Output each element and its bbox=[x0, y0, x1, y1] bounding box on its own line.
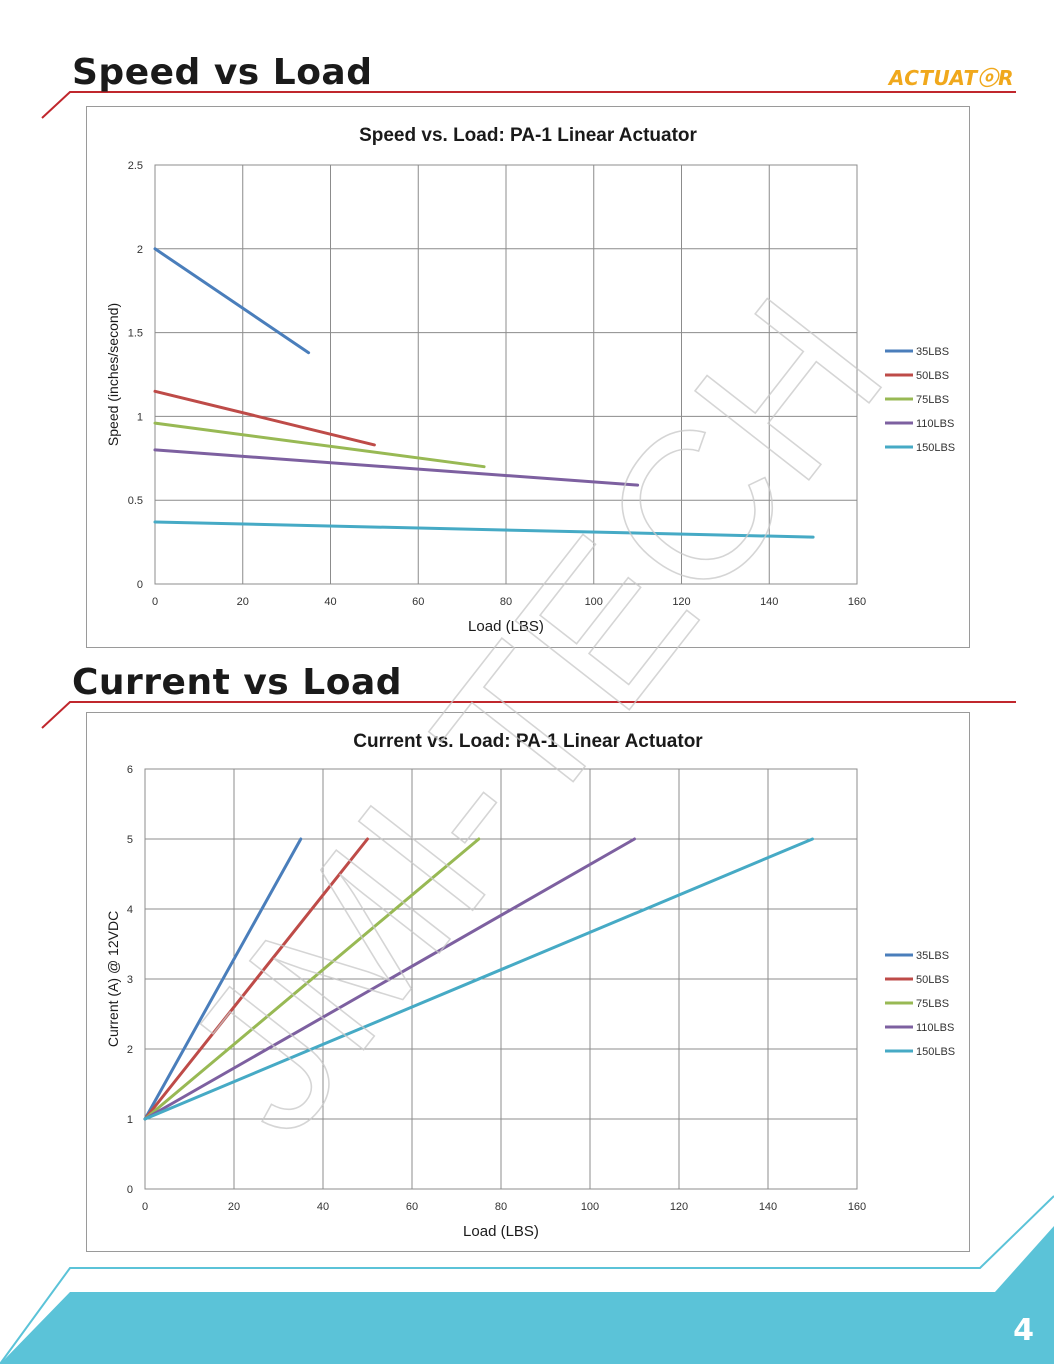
y-tick-label: 6 bbox=[127, 764, 133, 776]
x-tick-label: 20 bbox=[228, 1201, 240, 1213]
x-tick-label: 0 bbox=[152, 596, 158, 608]
x-tick-label: 60 bbox=[412, 596, 424, 608]
legend-label-35lbs: 35LBS bbox=[916, 950, 949, 962]
legend-label-150lbs: 150LBS bbox=[916, 1046, 955, 1058]
legend-label-50lbs: 50LBS bbox=[916, 974, 949, 986]
y-tick-label: 1.5 bbox=[128, 328, 143, 340]
y-tick-label: 0 bbox=[137, 579, 143, 591]
x-tick-label: 140 bbox=[760, 596, 778, 608]
x-tick-label: 40 bbox=[317, 1201, 329, 1213]
current-chart-frame: 0 20 40 60 80 100 120 140 160 0 1 2 3 4 5 6 Current vs. … bbox=[86, 712, 970, 1252]
speed-chart-frame: 0 20 40 60 80 100 120 140 160 0 0.5 1 1.5 2 2.5 Speed v… bbox=[86, 106, 970, 648]
x-axis-label: Load (LBS) bbox=[463, 1223, 539, 1240]
series-line-35lbs bbox=[143, 837, 303, 1121]
y-tick-label: 1 bbox=[137, 411, 143, 423]
y-tick-label: 2.5 bbox=[128, 160, 143, 172]
series-line-75lbs bbox=[143, 837, 481, 1121]
y-axis-label: Speed (inches/second) bbox=[105, 303, 121, 446]
y-tick-label: 4 bbox=[127, 904, 133, 916]
x-tick-label: 60 bbox=[406, 1201, 418, 1213]
legend-label-150lbs: 150LBS bbox=[916, 442, 955, 454]
x-tick-label: 100 bbox=[585, 596, 603, 608]
legend-label-50lbs: 50LBS bbox=[916, 370, 949, 382]
x-tick-label: 80 bbox=[500, 596, 512, 608]
series-line-110lbs bbox=[153, 448, 640, 487]
x-tick-label: 20 bbox=[237, 596, 249, 608]
x-tick-label: 100 bbox=[581, 1201, 599, 1213]
x-tick-label: 160 bbox=[848, 596, 866, 608]
legend-label-110lbs: 110LBS bbox=[916, 1022, 954, 1034]
y-tick-label: 2 bbox=[127, 1044, 133, 1056]
footer-cyan-block bbox=[0, 1226, 1054, 1364]
series-line-35lbs bbox=[153, 247, 311, 355]
x-tick-label: 120 bbox=[670, 1201, 688, 1213]
x-tick-label: 80 bbox=[495, 1201, 507, 1213]
legend-label-35lbs: 35LBS bbox=[916, 346, 949, 358]
speed-vs-load-chart: 0 20 40 60 80 100 120 140 160 0 0.5 1 1.5 2 2.5 Speed v… bbox=[105, 125, 955, 635]
x-tick-label: 0 bbox=[142, 1201, 148, 1213]
y-axis-label: Current (A) @ 12VDC bbox=[105, 911, 121, 1047]
y-tick-label: 1 bbox=[127, 1114, 133, 1126]
current-vs-load-chart: 0 20 40 60 80 100 120 140 160 0 1 2 3 4 5 6 Current vs. … bbox=[105, 731, 955, 1240]
series-line-50lbs bbox=[143, 837, 369, 1121]
footer-band bbox=[0, 1195, 1054, 1364]
y-tick-label: 2 bbox=[137, 244, 143, 256]
x-tick-label: 140 bbox=[759, 1201, 777, 1213]
series-line-150lbs bbox=[153, 520, 815, 539]
current-section-title: Current vs Load bbox=[72, 662, 403, 703]
y-tick-label: 0.5 bbox=[128, 495, 143, 507]
x-tick-label: 40 bbox=[324, 596, 336, 608]
series-line-50lbs bbox=[153, 389, 376, 447]
y-tick-label: 0 bbox=[127, 1184, 133, 1196]
x-axis-label: Load (LBS) bbox=[468, 618, 544, 635]
chart-title: Current vs. Load: PA-1 Linear Actuator bbox=[353, 731, 703, 752]
legend-label-110lbs: 110LBS bbox=[916, 418, 954, 430]
footer-accent-line bbox=[0, 1195, 1054, 1364]
x-tick-label: 160 bbox=[848, 1201, 866, 1213]
page-number: 4 bbox=[1013, 1313, 1034, 1348]
series-line-75lbs bbox=[153, 421, 486, 469]
chart-title: Speed vs. Load: PA-1 Linear Actuator bbox=[359, 125, 697, 146]
series-line-150lbs bbox=[143, 837, 814, 1121]
y-tick-label: 5 bbox=[127, 834, 133, 846]
legend-label-75lbs: 75LBS bbox=[916, 394, 949, 406]
x-tick-label: 120 bbox=[672, 596, 690, 608]
brand-logo: ACTUATⓞR bbox=[888, 66, 1014, 90]
speed-section-title: Speed vs Load bbox=[72, 52, 373, 93]
legend-label-75lbs: 75LBS bbox=[916, 998, 949, 1010]
y-tick-label: 3 bbox=[127, 974, 133, 986]
series-line-110lbs bbox=[143, 837, 636, 1121]
